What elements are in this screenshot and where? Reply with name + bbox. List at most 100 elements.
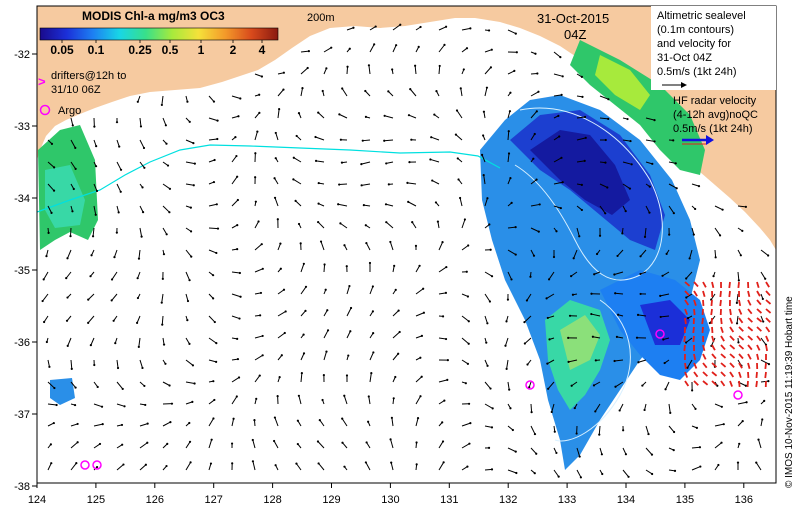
velocity-arrow-head [419,26,421,28]
velocity-arrow-head [261,75,263,77]
hf-radar-vector [756,381,757,387]
velocity-arrow-head [508,152,510,154]
velocity-arrow-head [446,379,448,381]
velocity-arrow-head [45,255,47,257]
velocity-arrow-head [466,271,468,273]
velocity-arrow-head [737,341,739,343]
velocity-arrow-head [515,253,517,255]
velocity-arrow-head [536,72,538,74]
velocity-arrow-head [685,277,687,279]
velocity-arrow-head [238,376,240,378]
velocity-arrow-head [640,293,642,295]
velocity-arrow-head [491,49,493,51]
velocity-arrow-head [169,188,171,190]
x-axis-tick-label: 125 [87,494,105,506]
velocity-arrow-head [457,157,459,159]
velocity-arrow-head [580,476,582,478]
velocity-arrow-head [515,32,517,34]
velocity-arrow-head [561,94,563,96]
velocity-arrow-head [348,285,350,287]
velocity-arrow-head [375,25,377,27]
velocity-arrow-head [164,363,166,365]
velocity-arrow-head [660,316,662,318]
x-axis-tick-label: 134 [617,494,635,506]
velocity-arrow-head [87,299,89,301]
velocity-arrow-head [161,324,163,326]
velocity-arrow-head [467,295,469,297]
velocity-arrow-head [390,462,392,464]
velocity-arrow-head [538,231,540,233]
velocity-arrow-head [213,100,215,102]
x-axis-tick-label: 124 [28,494,46,506]
velocity-arrow-head [304,310,306,312]
velocity-arrow-head [668,234,670,236]
velocity-arrow-head [343,466,345,468]
velocity-arrow-head [361,184,363,186]
velocity-arrow-head [341,418,343,420]
velocity-arrow-head [295,463,297,465]
velocity-arrow-head [483,111,485,113]
velocity-arrow-head [559,56,561,58]
velocity-arrow-head [113,320,115,322]
velocity-arrow-head [442,315,444,317]
hf-radar-legend-line-1: HF radar velocity [673,95,757,107]
velocity-arrow-head [526,363,528,365]
velocity-arrow-head [231,462,233,464]
velocity-arrow-head [467,363,469,365]
velocity-arrow-head [212,380,214,382]
velocity-arrow-head [515,451,517,453]
velocity-arrow-head [614,292,616,294]
velocity-arrow-head [111,278,113,280]
x-axis-tick-label: 135 [676,494,694,506]
velocity-arrow-head [372,351,374,353]
velocity-arrow-head [468,443,470,445]
velocity-arrow-head [215,342,217,344]
velocity-arrow-head [50,443,52,445]
velocity-arrow-head [411,221,413,223]
velocity-arrow-head [137,297,139,299]
velocity-arrow-head [562,181,564,183]
velocity-arrow-head [562,75,564,77]
velocity-arrow-head [254,152,256,154]
velocity-arrow-head [189,441,191,443]
velocity-arrow-head [508,389,510,391]
velocity-arrow-head [685,341,687,343]
velocity-arrow-head [607,98,609,100]
velocity-arrow-head [296,135,298,137]
velocity-arrow-head [237,199,239,201]
velocity-arrow-head [720,442,722,444]
velocity-arrow-head [468,343,470,345]
hf-radar-vector [756,372,757,378]
velocity-arrow-head [169,421,171,423]
velocity-arrow-head [236,338,238,340]
velocity-arrow-head [51,143,53,145]
altimetric-legend-line-2: (0.1m contours) [657,24,734,36]
velocity-arrow-head [511,202,513,204]
velocity-arrow-head [317,203,319,205]
velocity-arrow-head [414,65,416,67]
velocity-arrow-head [97,386,99,388]
velocity-arrow-head [368,64,370,66]
velocity-arrow-head [165,465,167,467]
velocity-arrow-head [513,70,515,72]
velocity-arrow-head [741,230,743,232]
velocity-arrow-head [581,76,583,78]
hf-radar-vector [702,318,703,324]
velocity-arrow-head [213,159,215,161]
velocity-arrow-head [768,363,770,365]
velocity-arrow-head [92,235,94,237]
velocity-arrow-head [418,46,420,48]
velocity-arrow-head [53,422,55,424]
velocity-arrow-head [362,140,364,142]
velocity-arrow-head [534,133,536,135]
x-axis-tick-label: 126 [146,494,164,506]
velocity-arrow-head [297,443,299,445]
velocity-arrow-head [186,101,188,103]
velocity-arrow-head [465,382,467,384]
velocity-arrow-head [509,110,511,112]
velocity-arrow-head [464,218,466,220]
velocity-arrow-head [698,185,700,187]
velocity-arrow-head [666,253,668,255]
velocity-arrow-head [506,368,508,370]
